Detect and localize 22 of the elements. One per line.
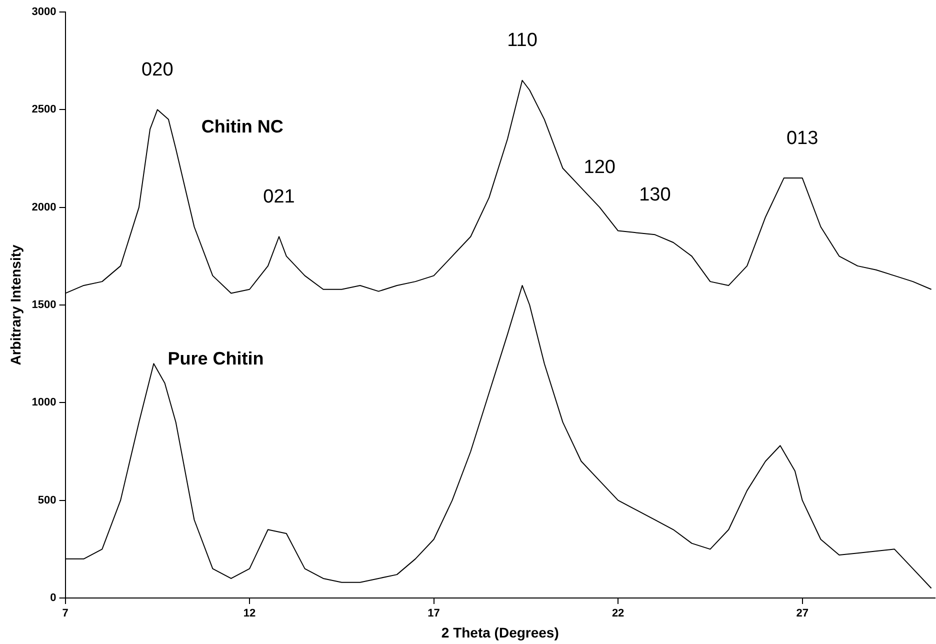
- x-tick-label: 27: [796, 608, 808, 620]
- annotation: 120: [584, 157, 616, 178]
- x-tick-label: 7: [62, 608, 68, 620]
- series-label: Pure Chitin: [168, 348, 264, 369]
- annotation: 013: [786, 128, 818, 149]
- x-tick-label: 22: [612, 608, 624, 620]
- annotation: 130: [639, 184, 671, 206]
- x-tick-label: 17: [428, 608, 440, 620]
- y-tick-label: 3000: [32, 6, 56, 18]
- annotation: 110: [507, 30, 538, 52]
- x-tick-label: 12: [243, 608, 256, 620]
- y-tick-label: 0: [50, 592, 56, 604]
- series-label: Chitin NC: [201, 116, 284, 137]
- annotation: 020: [142, 59, 174, 80]
- y-tick-label: 500: [38, 494, 56, 506]
- y-tick-label: 1000: [32, 396, 56, 409]
- y-tick-label: 1500: [32, 299, 56, 312]
- x-axis-title: 2 Theta (Degrees): [441, 624, 559, 640]
- y-tick-label: 2000: [32, 201, 56, 214]
- y-tick-label: 2500: [32, 104, 56, 116]
- y-axis-title: Arbitrary Intensity: [7, 244, 24, 366]
- annotation: 021: [263, 186, 295, 208]
